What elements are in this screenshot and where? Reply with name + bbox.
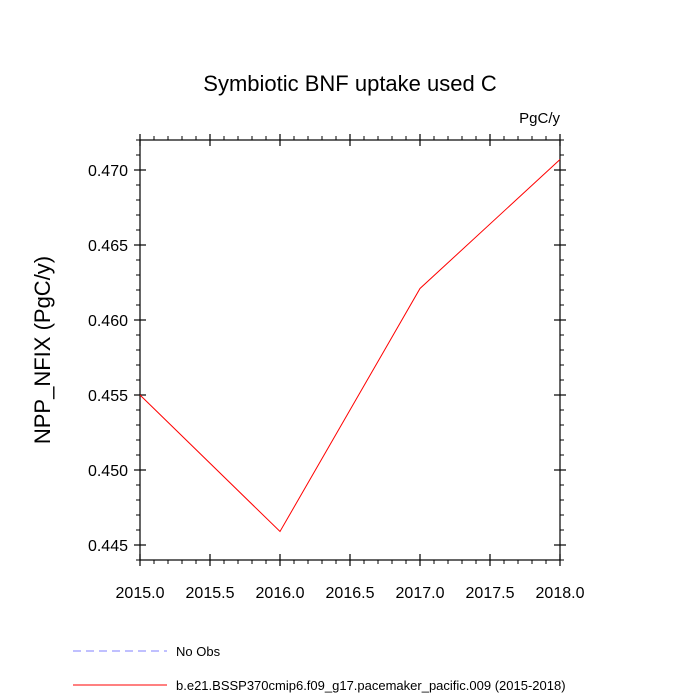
series-group xyxy=(139,159,561,533)
x-tick-label: 2018.0 xyxy=(536,585,585,602)
x-tick-label: 2016.5 xyxy=(326,585,375,602)
y-axis-label: NPP_NFIX (PgC/y) xyxy=(30,256,55,444)
legend: No Obs b.e21.BSSP370cmip6.f09_g17.pacema… xyxy=(73,644,566,693)
units-label: PgC/y xyxy=(519,110,560,127)
y-tick-label: 0.455 xyxy=(88,388,128,405)
axis-ticks xyxy=(134,134,566,566)
x-tick-label: 2016.0 xyxy=(256,585,305,602)
legend-label-model: b.e21.BSSP370cmip6.f09_g17.pacemaker_pac… xyxy=(176,678,566,693)
legend-label-no-obs: No Obs xyxy=(176,644,221,659)
x-tick-label: 2015.5 xyxy=(186,585,235,602)
y-tick-labels: 0.445 0.450 0.455 0.460 0.465 0.470 xyxy=(88,163,128,555)
x-tick-labels: 2015.0 2015.5 2016.0 2016.5 2017.0 2017.5 2018… xyxy=(116,585,585,602)
y-tick-label: 0.445 xyxy=(88,538,128,555)
y-tick-label: 0.460 xyxy=(88,313,128,330)
y-tick-label: 0.465 xyxy=(88,238,128,255)
y-tick-label: 0.470 xyxy=(88,163,128,180)
x-tick-label: 2017.5 xyxy=(466,585,515,602)
y-tick-label: 0.450 xyxy=(88,463,128,480)
series-line-0 xyxy=(139,159,561,533)
x-tick-label: 2015.0 xyxy=(116,585,165,602)
chart-title: Symbiotic BNF uptake used C xyxy=(203,71,497,96)
x-tick-label: 2017.0 xyxy=(396,585,445,602)
plot-frame xyxy=(139,139,561,561)
